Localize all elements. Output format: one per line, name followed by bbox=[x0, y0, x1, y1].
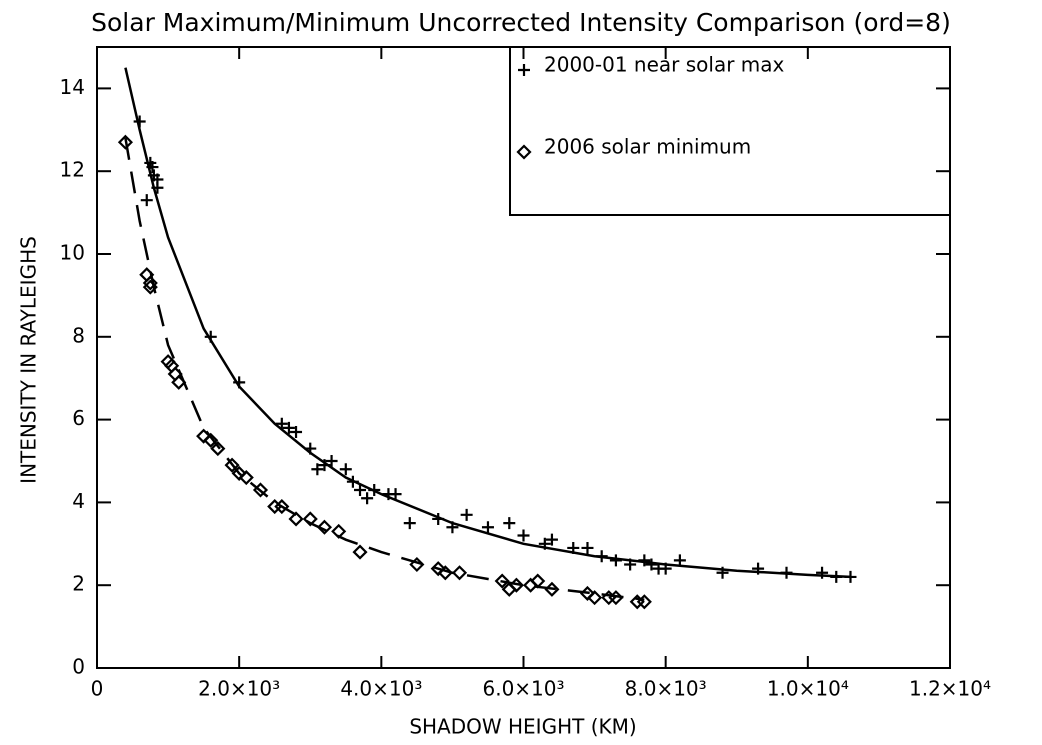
data-point bbox=[368, 483, 381, 496]
x-tick-label: 6.0×10³ bbox=[482, 677, 564, 701]
data-point bbox=[608, 590, 624, 606]
data-point bbox=[587, 590, 603, 606]
y-tick-label: 12 bbox=[60, 158, 85, 182]
data-point bbox=[538, 537, 551, 550]
y-tick-label: 4 bbox=[72, 489, 85, 513]
data-point bbox=[146, 161, 159, 174]
data-point bbox=[624, 558, 637, 571]
data-point bbox=[595, 550, 608, 563]
data-point bbox=[844, 570, 857, 583]
legend-marker bbox=[516, 144, 532, 160]
data-point bbox=[716, 566, 729, 579]
y-tick-label: 8 bbox=[72, 323, 85, 347]
data-point bbox=[282, 421, 295, 434]
legend-box bbox=[509, 47, 950, 216]
legend-marker bbox=[518, 64, 530, 76]
x-tick-label: 8.0×10³ bbox=[625, 677, 707, 701]
data-point bbox=[238, 470, 254, 486]
data-point bbox=[446, 521, 459, 534]
data-point bbox=[331, 523, 347, 539]
data-point bbox=[171, 374, 187, 390]
data-point bbox=[530, 573, 546, 589]
data-point bbox=[290, 426, 303, 439]
data-point bbox=[503, 517, 516, 530]
data-point bbox=[544, 581, 560, 597]
data-point bbox=[304, 442, 317, 455]
data-point bbox=[659, 562, 672, 575]
data-point bbox=[231, 465, 247, 481]
x-axis-label: SHADOW HEIGHT (KM) bbox=[409, 715, 636, 739]
data-point bbox=[567, 541, 580, 554]
data-point bbox=[638, 554, 651, 567]
data-point bbox=[275, 417, 288, 430]
data-point bbox=[673, 554, 686, 567]
y-axis-label: INTENSITY IN RAYLEIGHS bbox=[17, 236, 41, 484]
data-point bbox=[645, 558, 658, 571]
data-point bbox=[451, 565, 468, 581]
data-point bbox=[224, 457, 240, 473]
data-point bbox=[352, 544, 368, 560]
data-point bbox=[409, 556, 425, 573]
data-point bbox=[609, 554, 622, 567]
y-tick-label: 14 bbox=[60, 75, 85, 99]
x-tick-label: 1.0×10⁴ bbox=[767, 677, 849, 701]
data-point bbox=[752, 562, 765, 575]
x-tick-label: 0 bbox=[91, 677, 104, 701]
data-point bbox=[481, 521, 494, 534]
data-point bbox=[636, 594, 652, 610]
data-point bbox=[389, 488, 402, 501]
x-tick-label: 4.0×10³ bbox=[340, 677, 422, 701]
x-tick-label: 2.0×10³ bbox=[198, 677, 280, 701]
y-tick-label: 6 bbox=[72, 406, 85, 430]
x-tick-label: 1.2×10⁴ bbox=[909, 677, 991, 701]
data-point bbox=[432, 512, 445, 525]
data-point bbox=[403, 517, 416, 530]
data-point bbox=[252, 482, 269, 498]
y-tick-label: 2 bbox=[72, 572, 85, 596]
fit-curve bbox=[124, 137, 645, 601]
data-point bbox=[579, 585, 596, 602]
data-point bbox=[816, 566, 829, 579]
data-point bbox=[133, 115, 146, 128]
data-point bbox=[325, 455, 338, 467]
data-point bbox=[460, 508, 473, 521]
data-point bbox=[151, 181, 164, 194]
data-point bbox=[354, 483, 367, 496]
data-point bbox=[545, 533, 558, 546]
data-point bbox=[117, 134, 133, 150]
data-point bbox=[780, 566, 793, 579]
data-point bbox=[288, 511, 304, 527]
data-point bbox=[274, 498, 290, 515]
data-point bbox=[142, 275, 158, 291]
y-tick-label: 10 bbox=[60, 241, 85, 265]
data-point bbox=[233, 376, 246, 389]
data-point bbox=[517, 529, 530, 542]
data-point bbox=[430, 561, 446, 577]
legend-label: 2006 solar minimum bbox=[544, 135, 751, 159]
data-point bbox=[210, 441, 226, 457]
data-point bbox=[196, 428, 212, 444]
chart-title: Solar Maximum/Minimum Uncorrected Intens… bbox=[91, 8, 951, 37]
y-tick-label: 0 bbox=[72, 655, 85, 679]
data-point bbox=[318, 459, 331, 472]
data-point bbox=[830, 570, 843, 583]
data-point bbox=[581, 541, 594, 554]
data-point bbox=[437, 565, 453, 581]
data-point bbox=[361, 492, 374, 505]
data-point bbox=[316, 519, 333, 535]
data-point bbox=[203, 432, 219, 448]
data-point bbox=[311, 463, 324, 476]
data-point bbox=[204, 330, 217, 343]
data-point bbox=[339, 463, 352, 476]
legend-label: 2000-01 near solar max bbox=[544, 53, 785, 77]
data-point bbox=[302, 511, 318, 527]
data-point bbox=[346, 475, 359, 488]
data-point bbox=[508, 577, 524, 593]
data-point bbox=[140, 194, 153, 207]
fit-curve bbox=[124, 67, 851, 579]
data-point bbox=[494, 573, 510, 589]
data-point bbox=[142, 279, 158, 295]
